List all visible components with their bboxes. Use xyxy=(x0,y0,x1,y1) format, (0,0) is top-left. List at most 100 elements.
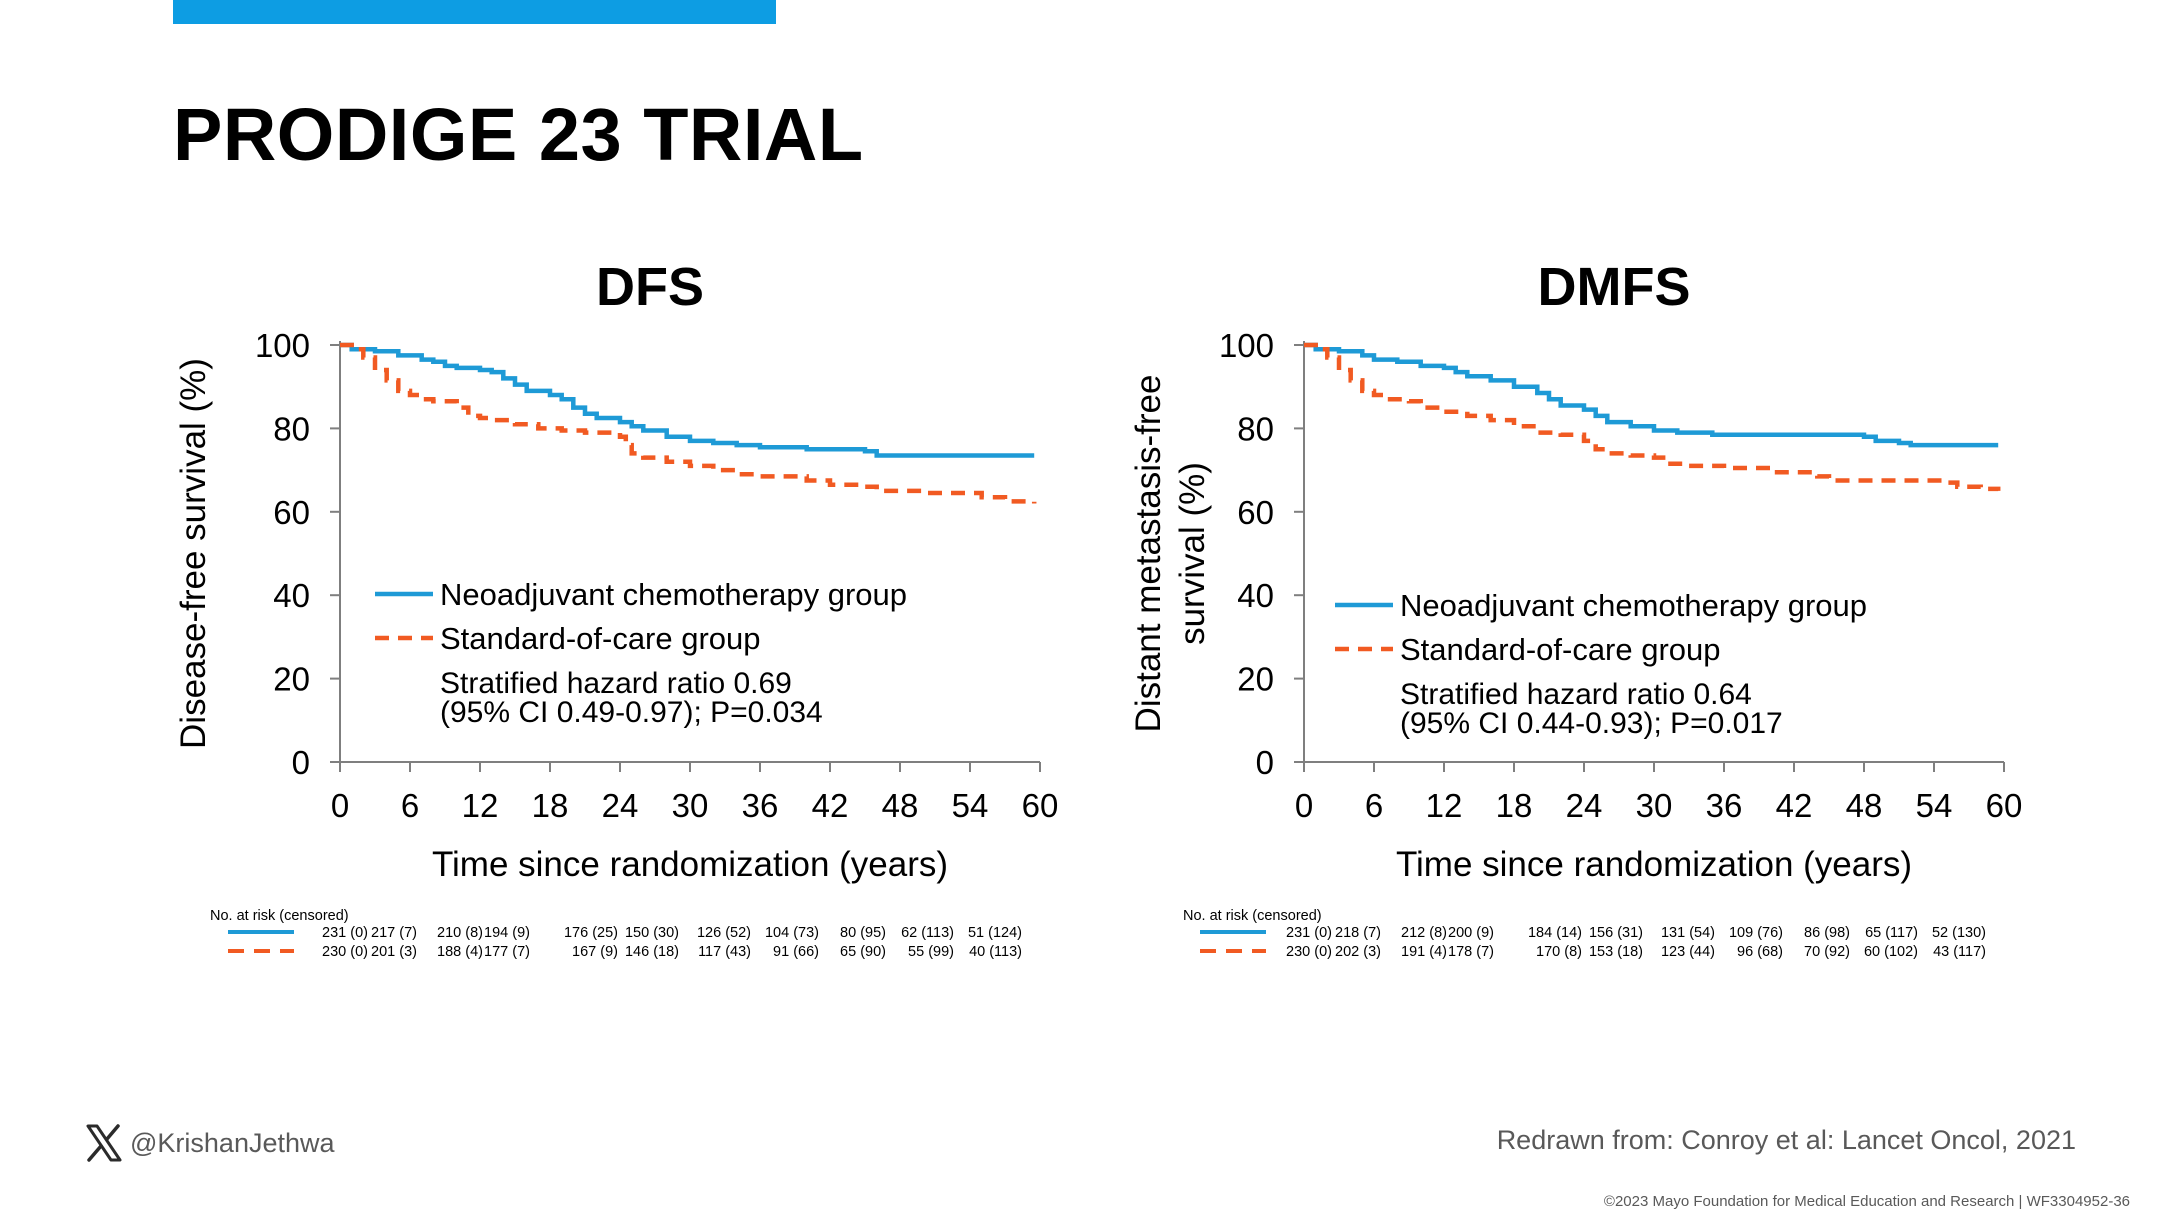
risk-cell: 91 (66) xyxy=(773,944,819,960)
x-tick-label: 18 xyxy=(1496,787,1533,824)
x-tick-label: 24 xyxy=(1566,787,1603,824)
y-axis-title: Disease-free survival (%) xyxy=(174,358,213,749)
risk-cell: 201 (3) xyxy=(371,944,417,960)
risk-cell: 230 (0) xyxy=(322,944,368,960)
hazard-ratio-text: Stratified hazard ratio 0.69 xyxy=(440,667,792,700)
risk-cell: 55 (99) xyxy=(908,944,954,960)
risk-cell: 217 (7) xyxy=(371,925,417,941)
risk-cell: 131 (54) xyxy=(1661,925,1715,941)
x-tick-label: 24 xyxy=(602,787,639,824)
y-tick-label: 80 xyxy=(273,410,310,447)
risk-cell: 231 (0) xyxy=(322,925,368,941)
risk-cell: 177 (7) xyxy=(484,944,530,960)
neoadjuvant-curve xyxy=(1304,342,1999,448)
x-tick-label: 12 xyxy=(1426,787,1463,824)
x-tick-label: 48 xyxy=(1846,787,1883,824)
x-tick-label: 0 xyxy=(1295,787,1313,824)
x-tick-label: 0 xyxy=(331,787,349,824)
hazard-ratio-text: Stratified hazard ratio 0.64 xyxy=(1400,678,1752,711)
x-tick-label: 6 xyxy=(401,787,419,824)
x-tick-label: 36 xyxy=(742,787,779,824)
y-tick-label: 40 xyxy=(273,577,310,614)
chart-title: DFS xyxy=(596,257,704,317)
risk-cell: 117 (43) xyxy=(698,944,751,960)
risk-cell: 178 (7) xyxy=(1448,944,1494,960)
x-tick-label: 42 xyxy=(1776,787,1813,824)
risk-cell: 52 (130) xyxy=(1932,925,1986,941)
chart-dmfs: DMFS 0 20 40 60 80 100 0 6 12 18 24 30 36 42 48 54 60 Time… xyxy=(1129,257,2022,960)
risk-cell: 146 (18) xyxy=(625,944,679,960)
risk-cell: 86 (98) xyxy=(1804,925,1850,941)
risk-cell: 123 (44) xyxy=(1661,944,1715,960)
risk-cell: 70 (92) xyxy=(1804,944,1850,960)
x-axis-title: Time since randomization (years) xyxy=(1396,845,1912,884)
chart-dfs: DFS 0 20 40 60 80 100 0 6 12 18 24 30 36 42 48 54 60 Time … xyxy=(174,257,1058,960)
y-tick-label: 60 xyxy=(273,494,310,531)
x-tick-label: 54 xyxy=(1916,787,1953,824)
y-tick-label: 20 xyxy=(273,661,310,698)
y-tick-label: 100 xyxy=(1219,327,1274,364)
risk-cell: 176 (25) xyxy=(564,925,618,941)
y-tick-label: 100 xyxy=(255,327,310,364)
risk-cell: 51 (124) xyxy=(968,925,1022,941)
x-tick-label: 30 xyxy=(1636,787,1673,824)
risk-cell: 80 (95) xyxy=(840,925,886,941)
handle-text: @KrishanJethwa xyxy=(130,1127,335,1158)
top-accent-bar xyxy=(173,0,776,24)
y-tick-label: 0 xyxy=(292,744,310,781)
risk-cell: 65 (90) xyxy=(840,944,886,960)
x-tick-label: 48 xyxy=(882,787,919,824)
risk-cell: 167 (9) xyxy=(572,944,618,960)
legend-label: Neoadjuvant chemotherapy group xyxy=(440,577,907,612)
risk-cell: 230 (0) xyxy=(1286,944,1332,960)
standard-of-care-curve xyxy=(1304,342,2001,492)
risk-cell: 200 (9) xyxy=(1448,925,1494,941)
standard-of-care-curve xyxy=(340,342,1037,504)
risk-cell: 96 (68) xyxy=(1737,944,1783,960)
risk-cell: 210 (8) xyxy=(437,925,483,941)
risk-cell: 109 (76) xyxy=(1729,925,1783,941)
risk-cell: 194 (9) xyxy=(484,925,530,941)
y-tick-label: 80 xyxy=(1237,410,1274,447)
legend-label: Neoadjuvant chemotherapy group xyxy=(1400,588,1867,623)
y-tick-label: 60 xyxy=(1237,494,1274,531)
legend-label: Standard-of-care group xyxy=(440,621,761,656)
legend-label: Standard-of-care group xyxy=(1400,632,1721,667)
risk-cell: 184 (14) xyxy=(1528,925,1582,941)
x-tick-label: 54 xyxy=(952,787,989,824)
neoadjuvant-curve xyxy=(340,342,1035,458)
x-tick-label: 36 xyxy=(1706,787,1743,824)
risk-cell: 153 (18) xyxy=(1589,944,1643,960)
slide-title: PRODIGE 23 TRIAL xyxy=(173,93,864,176)
risk-cell: 62 (113) xyxy=(901,925,954,941)
source-citation: Redrawn from: Conroy et al: Lancet Oncol… xyxy=(1496,1125,2076,1155)
risk-cell: 218 (7) xyxy=(1335,925,1381,941)
hazard-ratio-ci-text: (95% CI 0.44-0.93); P=0.017 xyxy=(1400,707,1783,740)
y-tick-label: 40 xyxy=(1237,577,1274,614)
x-tick-label: 60 xyxy=(1022,787,1059,824)
risk-cell: 104 (73) xyxy=(765,925,819,941)
risk-cell: 202 (3) xyxy=(1335,944,1381,960)
copyright-notice: ©2023 Mayo Foundation for Medical Educat… xyxy=(1603,1193,2130,1210)
x-tick-label: 42 xyxy=(812,787,849,824)
x-axis-title: Time since randomization (years) xyxy=(432,845,948,884)
y-tick-label: 20 xyxy=(1237,661,1274,698)
risk-table-header: No. at risk (censored) xyxy=(210,908,349,924)
chart-title: DMFS xyxy=(1538,257,1691,317)
x-tick-label: 18 xyxy=(532,787,569,824)
x-tick-label: 12 xyxy=(462,787,499,824)
risk-table-header: No. at risk (censored) xyxy=(1183,908,1322,924)
risk-cell: 126 (52) xyxy=(697,925,751,941)
social-handle: @KrishanJethwa xyxy=(84,1123,335,1163)
risk-cell: 156 (31) xyxy=(1589,925,1643,941)
risk-cell: 191 (4) xyxy=(1401,944,1447,960)
risk-cell: 40 (113) xyxy=(969,944,1022,960)
risk-cell: 188 (4) xyxy=(437,944,483,960)
x-tick-label: 6 xyxy=(1365,787,1383,824)
risk-cell: 231 (0) xyxy=(1286,925,1332,941)
y-axis-title-line2: survival (%) xyxy=(1173,462,1212,645)
risk-cell: 43 (117) xyxy=(1933,944,1986,960)
x-logo-icon xyxy=(86,1124,122,1162)
risk-cell: 150 (30) xyxy=(625,925,679,941)
